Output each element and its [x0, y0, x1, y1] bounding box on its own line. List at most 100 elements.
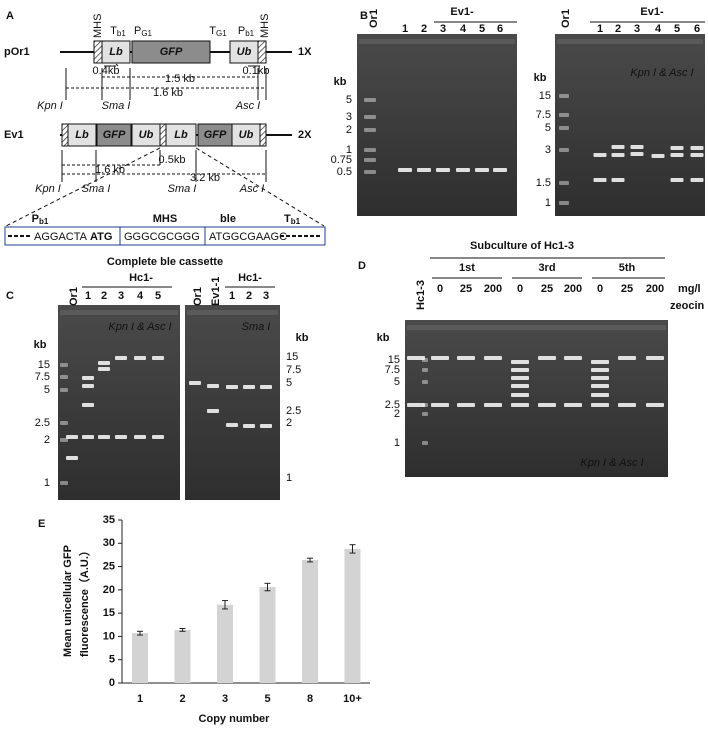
band	[559, 113, 569, 117]
lane-number: 1	[229, 290, 235, 302]
band	[475, 168, 489, 172]
band	[189, 381, 201, 385]
caption: Complete ble cassette	[107, 256, 223, 268]
band	[511, 368, 529, 372]
band	[398, 168, 412, 172]
band	[484, 356, 502, 360]
band	[646, 403, 664, 407]
lane-number: 1	[402, 23, 408, 35]
label: Ev1-	[640, 6, 664, 18]
label-main: ble	[220, 213, 236, 225]
band	[422, 368, 428, 372]
band	[646, 356, 664, 360]
band	[243, 424, 255, 428]
band	[226, 423, 238, 427]
lane-number: 2	[615, 23, 621, 35]
group-underlines	[82, 21, 705, 288]
distance: 0.5kb	[159, 154, 186, 166]
gel-wells	[60, 310, 178, 315]
ladder-label: 3	[346, 111, 352, 123]
band	[564, 356, 582, 360]
x-axis-label: Copy number	[199, 713, 271, 725]
band	[618, 403, 636, 407]
lane-number: 4	[655, 23, 662, 35]
band	[260, 385, 272, 389]
ladder-label: 2	[286, 417, 292, 429]
band	[364, 98, 376, 102]
lane-number: 3	[118, 290, 124, 302]
label: Pb1	[238, 25, 255, 38]
ladder-label: 5	[545, 122, 551, 134]
lane-header: Ev1-1	[210, 277, 222, 306]
ladder-label: 2.5	[35, 417, 50, 429]
ladder-label: 2	[346, 124, 352, 136]
label-sub: b1	[39, 217, 49, 226]
y-tick-label: 5	[109, 654, 115, 666]
band	[559, 126, 569, 130]
band	[152, 435, 164, 439]
band	[364, 148, 376, 152]
band	[564, 403, 582, 407]
band	[243, 385, 255, 389]
band	[591, 393, 609, 397]
ladder-label: 1	[545, 197, 551, 209]
distance: 0.1kb	[243, 65, 270, 77]
band	[98, 361, 110, 365]
enzyme-label: Kpn I & Asc I	[580, 457, 643, 469]
box-label: Ub	[139, 129, 154, 141]
ladder-unit: kb	[377, 332, 390, 344]
site: Asc I	[239, 183, 264, 195]
ladder-label: 1	[394, 437, 400, 449]
gel-wells	[187, 310, 278, 315]
dose: 25	[460, 283, 472, 295]
gel	[58, 305, 180, 500]
ladder-label: 5	[394, 376, 400, 388]
band	[60, 438, 68, 442]
copy-number: 1X	[298, 46, 312, 58]
band	[456, 168, 470, 172]
band	[60, 375, 68, 379]
band	[422, 358, 428, 362]
lane-header: Or1	[192, 287, 204, 306]
cassette-header: ble	[220, 213, 236, 225]
band	[364, 115, 376, 119]
ladder-label: 1	[44, 477, 50, 489]
band	[431, 356, 449, 360]
unit: mg/l	[678, 283, 701, 295]
enzyme-label: Kpn I & Asc I	[108, 321, 171, 333]
lane-number: 5	[479, 23, 485, 35]
band	[98, 435, 110, 439]
band	[364, 128, 376, 132]
label-main: T	[209, 25, 216, 37]
band	[484, 403, 502, 407]
ladder-label: 0.75	[331, 154, 352, 166]
band	[407, 403, 425, 407]
dose: 200	[484, 283, 502, 295]
lane-number: 4	[137, 290, 144, 302]
label-main: MHS	[153, 213, 177, 225]
lane-number: 3	[263, 290, 269, 302]
lane-number: 6	[694, 23, 700, 35]
band	[611, 153, 625, 157]
band	[591, 368, 609, 372]
ladder-label: 7.5	[536, 109, 551, 121]
gel	[185, 305, 280, 500]
sequence: AGGACTA	[34, 231, 88, 243]
gel	[555, 34, 705, 216]
band	[66, 456, 78, 460]
band	[82, 376, 94, 380]
lane-number: 2	[421, 23, 427, 35]
band	[115, 356, 127, 360]
band	[260, 424, 272, 428]
dose: 200	[564, 283, 582, 295]
band	[152, 356, 164, 360]
band	[559, 94, 569, 98]
x-tick-label: 2	[179, 693, 185, 705]
ladder-label: 1	[286, 472, 292, 484]
panel-label: A	[6, 10, 14, 22]
label-sub: G1	[141, 29, 152, 38]
bar	[259, 587, 276, 683]
band	[431, 403, 449, 407]
band	[422, 412, 428, 416]
label-main: T	[110, 25, 117, 37]
